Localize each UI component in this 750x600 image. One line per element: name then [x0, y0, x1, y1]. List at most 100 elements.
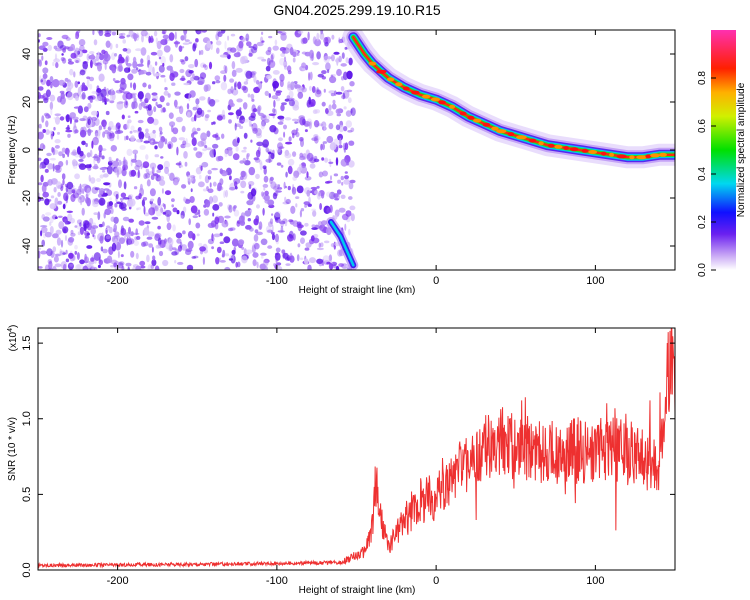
trace-peak [554, 144, 563, 149]
noise-speckle [328, 104, 332, 111]
noise-speckle [329, 204, 333, 213]
noise-speckle [38, 33, 41, 38]
noise-speckle [217, 31, 223, 38]
noise-speckle [98, 125, 103, 131]
noise-speckle [76, 146, 81, 155]
noise-speckle [81, 49, 88, 54]
noise-speckle [243, 132, 248, 139]
noise-speckle [279, 73, 285, 82]
noise-speckle [147, 104, 152, 111]
noise-speckle [247, 191, 254, 200]
noise-speckle [326, 180, 333, 184]
noise-speckle [221, 30, 226, 34]
noise-speckle [328, 158, 332, 162]
noise-speckle [199, 174, 202, 180]
noise-speckle [97, 211, 101, 221]
noise-speckle [196, 107, 203, 116]
noise-speckle [277, 115, 285, 120]
noise-speckle [261, 40, 265, 43]
noise-speckle [287, 81, 291, 89]
spectrogram-marks [38, 30, 675, 270]
noise-speckle [128, 170, 134, 178]
noise-speckle [42, 216, 50, 222]
noise-speckle [130, 82, 133, 89]
noise-speckle [212, 204, 220, 211]
noise-speckle [47, 163, 54, 170]
noise-speckle [205, 199, 211, 208]
noise-speckle [319, 31, 325, 40]
noise-speckle [321, 192, 325, 199]
noise-speckle [38, 250, 41, 259]
noise-speckle [150, 141, 157, 145]
noise-speckle [212, 181, 217, 187]
noise-speckle [247, 181, 255, 186]
noise-speckle [348, 181, 354, 190]
noise-speckle [238, 239, 245, 246]
noise-speckle [236, 98, 243, 103]
noise-speckle [174, 91, 181, 96]
noise-speckle [309, 257, 316, 264]
noise-speckle [286, 84, 293, 91]
noise-speckle [42, 67, 49, 74]
noise-speckle [158, 176, 162, 181]
noise-speckle [191, 137, 197, 147]
noise-speckle [151, 216, 159, 220]
noise-speckle [212, 237, 215, 241]
noise-speckle [340, 158, 348, 167]
noise-speckle [325, 108, 329, 114]
noise-speckle [232, 153, 240, 161]
noise-speckle [219, 54, 227, 58]
noise-speckle [160, 207, 164, 213]
noise-speckle [265, 50, 272, 56]
noise-speckle [198, 181, 205, 188]
noise-speckle [116, 101, 122, 105]
noise-speckle [190, 205, 198, 214]
noise-speckle [219, 241, 225, 244]
noise-speckle [312, 210, 317, 217]
trace-peak [482, 122, 491, 127]
noise-speckle [62, 252, 66, 255]
noise-speckle [139, 183, 143, 191]
noise-speckle [49, 76, 54, 83]
noise-speckle [135, 48, 142, 52]
noise-speckle [283, 60, 288, 68]
trace-peak [547, 143, 555, 148]
noise-speckle [152, 141, 160, 144]
noise-speckle [295, 203, 298, 208]
noise-speckle [53, 255, 59, 263]
noise-speckle [277, 121, 284, 125]
colorbar-tick-label: 0.0 [697, 263, 708, 277]
noise-speckle [79, 226, 84, 235]
noise-speckle [297, 91, 304, 99]
noise-speckle [143, 106, 149, 109]
noise-speckle [331, 34, 335, 40]
noise-speckle [132, 34, 139, 39]
noise-speckle [147, 264, 153, 270]
noise-speckle [254, 229, 259, 234]
noise-speckle [320, 242, 324, 248]
noise-speckle [269, 125, 277, 133]
noise-speckle [186, 103, 190, 110]
noise-speckle [280, 164, 284, 168]
noise-speckle [99, 174, 104, 179]
noise-speckle [273, 263, 277, 267]
noise-speckle [333, 264, 337, 269]
noise-speckle [344, 171, 348, 174]
noise-speckle [171, 198, 175, 203]
noise-speckle [55, 169, 61, 173]
noise-speckle [42, 41, 49, 47]
noise-speckle [106, 165, 113, 175]
noise-speckle [228, 112, 234, 116]
noise-speckle [123, 197, 129, 200]
noise-speckle [62, 226, 69, 234]
noise-speckle [116, 169, 120, 178]
noise-speckle [343, 179, 351, 185]
noise-speckle [208, 196, 213, 204]
noise-speckle [295, 196, 300, 200]
noise-speckle [335, 157, 339, 166]
svg-text:(x104): (x104) [7, 325, 19, 352]
noise-speckle [151, 92, 158, 96]
noise-speckle [253, 234, 259, 242]
noise-speckle [38, 63, 41, 67]
noise-speckle [250, 93, 255, 100]
